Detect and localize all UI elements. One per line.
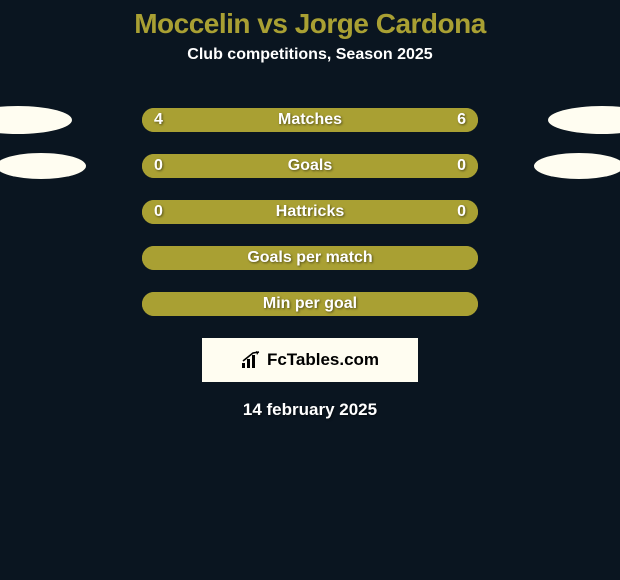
- bar-fill-left: [142, 154, 310, 178]
- stat-bar: Min per goal: [142, 292, 478, 316]
- left-oval-slot: [0, 153, 118, 179]
- stat-row: 0 0 Hattricks: [0, 200, 620, 224]
- stat-label: Min per goal: [263, 295, 357, 313]
- date-line: 14 february 2025: [0, 400, 620, 420]
- player-oval-right: [534, 153, 620, 179]
- player-oval-right: [548, 106, 620, 134]
- comparison-rows: 4 6 Matches 0 0 Goals 0 0 Hattricks Goals per mat…: [0, 108, 620, 316]
- stat-value-left: 0: [154, 203, 163, 221]
- chart-icon: [241, 351, 263, 369]
- stat-row: Min per goal: [0, 292, 620, 316]
- stat-value-right: 6: [457, 111, 466, 129]
- bar-fill-right: [310, 154, 478, 178]
- stat-row: 0 0 Goals: [0, 154, 620, 178]
- stat-bar: 0 0 Hattricks: [142, 200, 478, 224]
- stat-bar: 4 6 Matches: [142, 108, 478, 132]
- stat-label: Goals per match: [247, 249, 372, 267]
- subtitle: Club competitions, Season 2025: [0, 46, 620, 64]
- stat-bar: 0 0 Goals: [142, 154, 478, 178]
- stat-row: 4 6 Matches: [0, 108, 620, 132]
- right-oval-slot: [502, 153, 620, 179]
- player-oval-left: [0, 106, 72, 134]
- logo: FcTables.com: [241, 350, 379, 370]
- stat-label: Hattricks: [276, 203, 344, 221]
- stat-value-left: 4: [154, 111, 163, 129]
- stat-label: Goals: [288, 157, 332, 175]
- logo-text: FcTables.com: [267, 350, 379, 370]
- stat-value-right: 0: [457, 203, 466, 221]
- left-oval-slot: [0, 106, 118, 134]
- stat-bar: Goals per match: [142, 246, 478, 270]
- player-oval-left: [0, 153, 86, 179]
- page-title: Moccelin vs Jorge Cardona: [0, 0, 620, 40]
- stat-row: Goals per match: [0, 246, 620, 270]
- right-oval-slot: [502, 106, 620, 134]
- stat-label: Matches: [278, 111, 342, 129]
- stat-value-left: 0: [154, 157, 163, 175]
- stat-value-right: 0: [457, 157, 466, 175]
- logo-box: FcTables.com: [202, 338, 418, 382]
